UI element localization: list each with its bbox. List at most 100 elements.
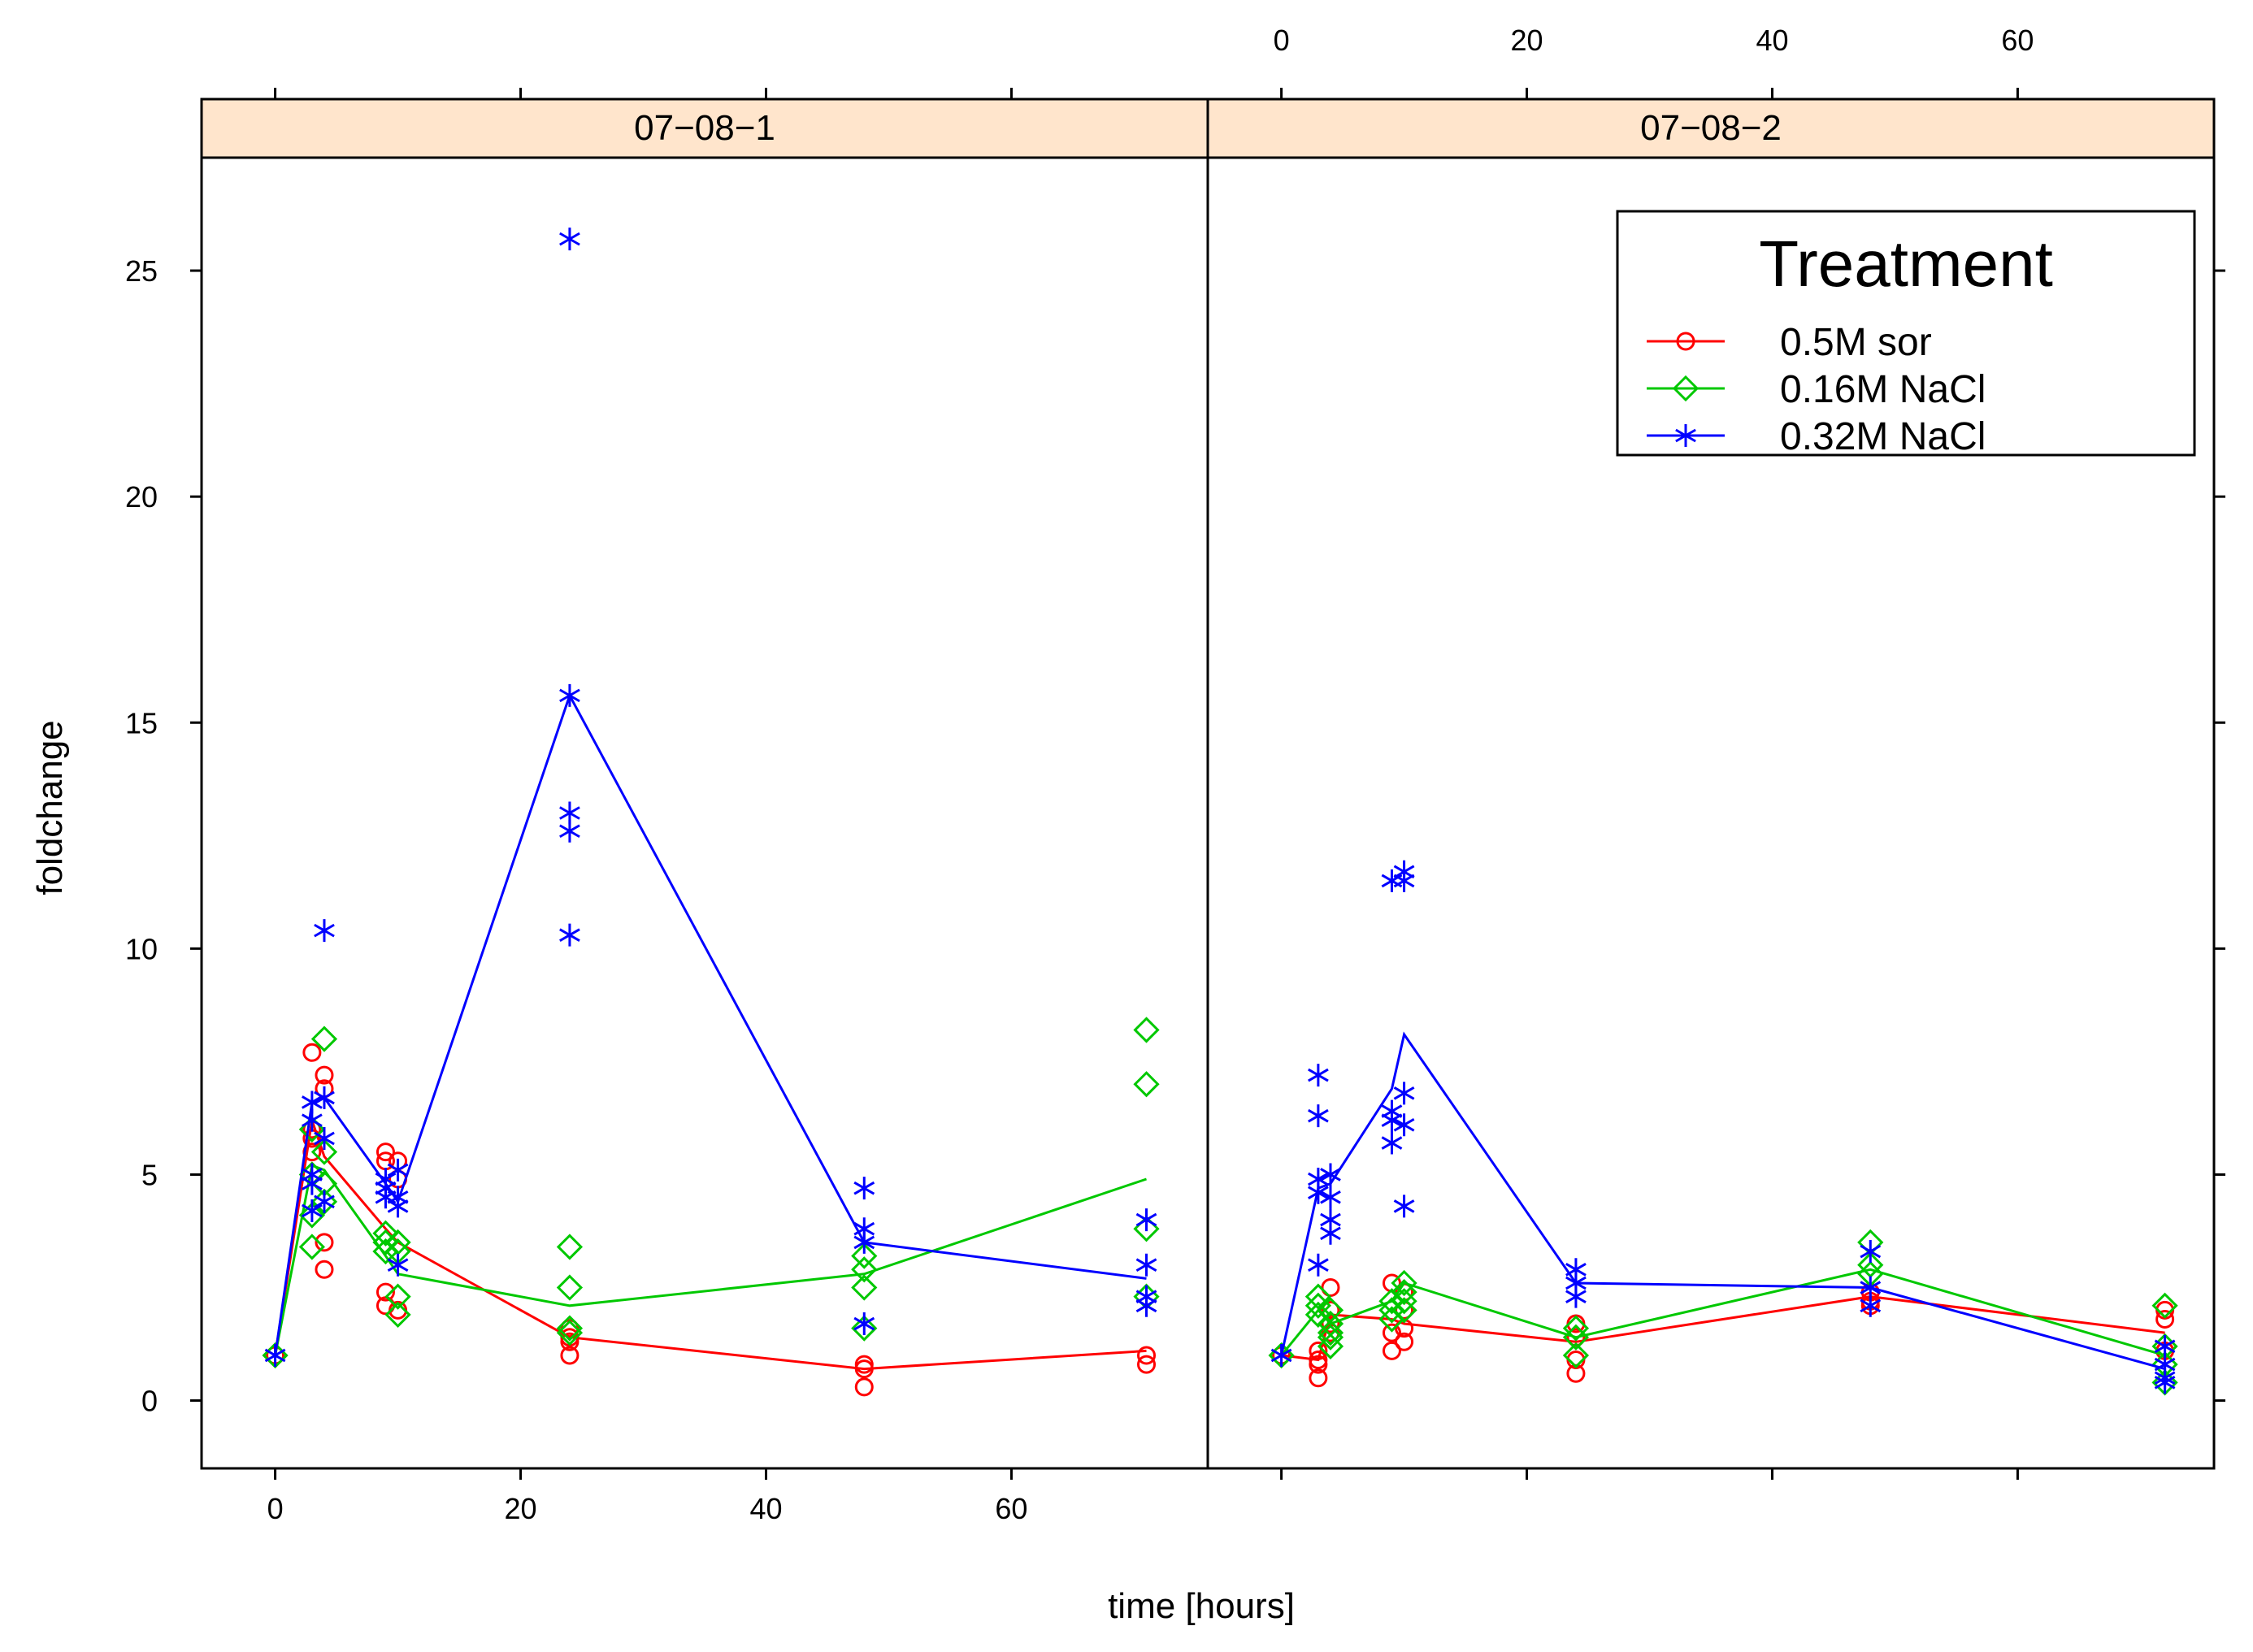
data-point — [1393, 869, 1415, 892]
data-point — [1304, 1301, 1331, 1329]
data-point — [1135, 1294, 1157, 1317]
data-point — [1320, 1163, 1341, 1186]
data-point — [384, 1301, 411, 1329]
data-point — [1137, 1346, 1157, 1365]
data-point — [1321, 1314, 1340, 1333]
panels-layer: 07−08−1 07−08−2 — [200, 98, 2216, 1470]
data-point — [1135, 1208, 1157, 1232]
data-point — [2154, 1371, 2176, 1394]
data-point — [1562, 1342, 1590, 1369]
data-point — [1391, 1269, 1417, 1297]
data-point — [556, 1274, 584, 1301]
legend-item-sor: 0.5M sor — [1647, 321, 1932, 364]
data-point — [1309, 1355, 1328, 1374]
data-point — [1381, 1131, 1403, 1155]
legend-symbol — [1676, 332, 1695, 351]
legend-item-nacl016: 0.16M NaCl — [1647, 368, 1986, 411]
y-tick-label: 5 — [141, 1158, 158, 1191]
data-point — [1309, 1368, 1328, 1388]
strip-label: 07−08−1 — [634, 108, 775, 148]
data-point — [1308, 1181, 1329, 1204]
data-point — [560, 1346, 580, 1365]
data-point — [387, 1253, 409, 1277]
panel-frame — [200, 156, 1209, 1470]
data-point — [556, 1315, 584, 1342]
data-point — [1308, 1104, 1329, 1128]
data-point — [1391, 1288, 1417, 1315]
data-point — [1381, 1108, 1403, 1132]
panel-data — [262, 228, 1160, 1397]
data-point — [1382, 1341, 1401, 1360]
data-point — [315, 1233, 334, 1252]
data-point — [314, 919, 335, 943]
x-axis-label: time [hours] — [1108, 1586, 1295, 1626]
data-point — [1395, 1332, 1414, 1351]
data-point — [559, 819, 580, 843]
data-point — [375, 1186, 397, 1209]
data-point — [1270, 1343, 1292, 1367]
data-point — [302, 1199, 323, 1222]
data-point — [1320, 1221, 1341, 1245]
data-point — [851, 1242, 878, 1269]
data-point — [302, 1108, 323, 1132]
data-point — [264, 1343, 286, 1367]
data-point — [1133, 1071, 1160, 1098]
data-point — [1304, 1292, 1331, 1319]
x-tick-label: 20 — [505, 1492, 537, 1525]
legend-box — [1616, 210, 2196, 457]
data-point — [314, 1190, 335, 1213]
data-point — [854, 1377, 874, 1397]
series-line — [1280, 1031, 2165, 1371]
data-point — [1137, 1355, 1157, 1374]
data-point — [1317, 1333, 1344, 1359]
strip-label: 07−08−2 — [1640, 108, 1782, 148]
data-point — [1308, 1253, 1329, 1277]
data-point — [559, 923, 580, 947]
data-point — [1317, 1324, 1344, 1351]
legend-label: 0.16M NaCl — [1780, 368, 1986, 411]
data-point — [387, 1158, 409, 1182]
legend-label: 0.32M NaCl — [1780, 415, 1986, 458]
data-point — [1308, 1064, 1329, 1087]
legend-label: 0.5M sor — [1780, 321, 1932, 364]
data-point — [1391, 1297, 1417, 1324]
y-tick-label: 15 — [125, 706, 158, 739]
panel-frame — [1206, 156, 2216, 1470]
data-point — [302, 1172, 323, 1195]
y-tick-label: 10 — [125, 932, 158, 965]
data-point — [851, 1256, 878, 1283]
data-point — [376, 1143, 395, 1162]
data-point — [559, 683, 580, 707]
data-point — [853, 1177, 875, 1200]
data-point — [1562, 1324, 1590, 1351]
data-point — [1382, 1323, 1401, 1342]
legend-item-nacl032: 0.32M NaCl — [1647, 415, 1986, 458]
data-point — [298, 1234, 325, 1260]
data-point — [851, 1315, 878, 1342]
data-point — [556, 1320, 584, 1346]
data-point — [1393, 1082, 1415, 1105]
data-point — [854, 1359, 874, 1379]
data-point — [853, 1230, 875, 1254]
x-tick-label: 40 — [749, 1492, 782, 1525]
data-point — [310, 1138, 338, 1165]
data-point — [1860, 1240, 1882, 1264]
data-point — [315, 1065, 334, 1085]
data-point — [1133, 1017, 1160, 1043]
series-line — [1281, 1295, 2165, 1362]
data-point — [372, 1220, 399, 1247]
axes-layer: 0 20 40 60 0 20 40 60 0 5 10 15 20 25 — [125, 24, 2225, 1525]
strip-background — [200, 98, 1209, 159]
panel-1: 07−08−1 — [200, 98, 1209, 1470]
x-tick-label: 40 — [1756, 24, 1788, 57]
data-point — [559, 228, 580, 251]
data-point — [1321, 1300, 1340, 1320]
data-point — [314, 1086, 335, 1109]
y-tick-label: 20 — [125, 480, 158, 514]
legend-title: Treatment — [1759, 228, 2053, 300]
data-point — [310, 1025, 338, 1052]
data-point — [1135, 1253, 1157, 1277]
